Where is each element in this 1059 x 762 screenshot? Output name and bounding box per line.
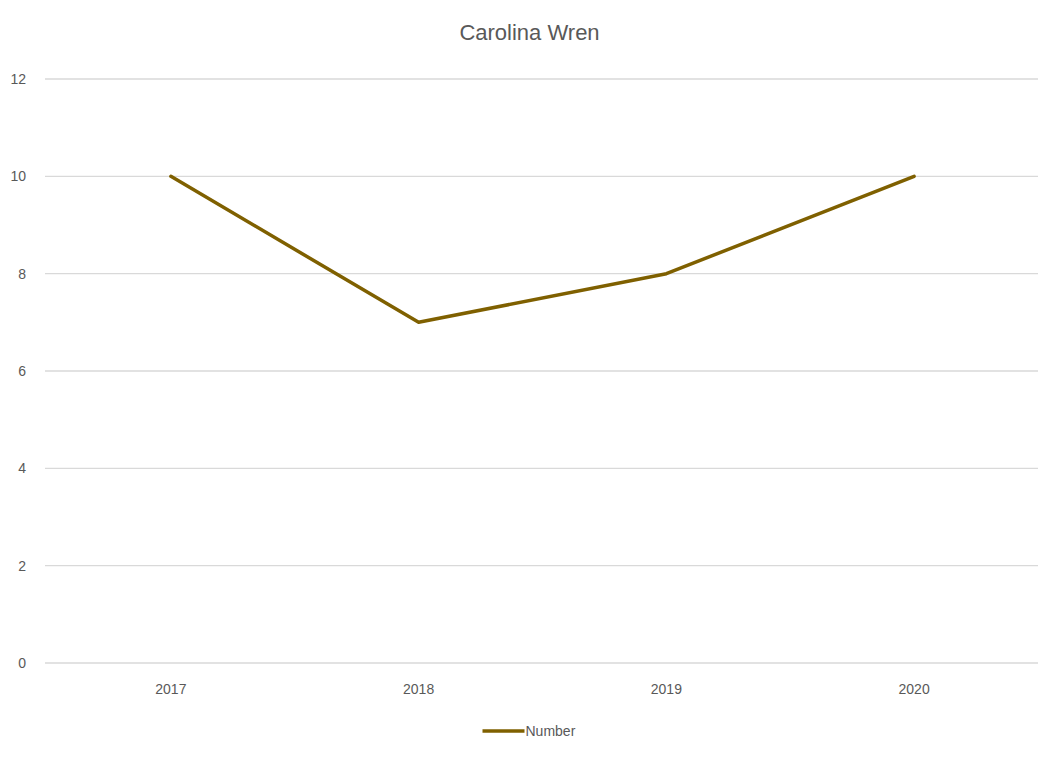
legend-label: Number — [526, 723, 576, 739]
y-tick-label: 8 — [18, 266, 26, 282]
y-tick-label: 2 — [18, 558, 26, 574]
y-tick-label: 6 — [18, 363, 26, 379]
grid-line — [45, 370, 1038, 371]
chart-svg: Carolina Wren 0 2 4 6 8 10 12 2017 2018 2019 2020 Nu… — [0, 0, 1059, 762]
grid-line — [45, 565, 1038, 566]
grid-line — [45, 78, 1038, 79]
y-tick-label: 0 — [18, 655, 26, 671]
x-tick-label: 2017 — [155, 681, 186, 697]
y-tick-label: 10 — [10, 168, 26, 184]
chart-title: Carolina Wren — [459, 20, 599, 45]
y-tick-label: 4 — [18, 460, 26, 476]
grid-line — [45, 468, 1038, 469]
chart-container: Carolina Wren 0 2 4 6 8 10 12 2017 2018 2019 2020 Nu… — [0, 0, 1059, 762]
y-tick-label: 12 — [10, 71, 26, 87]
legend-swatch — [483, 729, 525, 733]
x-axis-line — [45, 662, 1038, 663]
series-group — [171, 176, 914, 322]
x-tick-label: 2019 — [651, 681, 682, 697]
grid-line — [45, 176, 1038, 177]
x-tick-label: 2020 — [899, 681, 930, 697]
legend: Number — [483, 723, 576, 739]
x-tick-label: 2018 — [403, 681, 434, 697]
grid-line — [45, 273, 1038, 274]
series-line — [171, 176, 914, 322]
